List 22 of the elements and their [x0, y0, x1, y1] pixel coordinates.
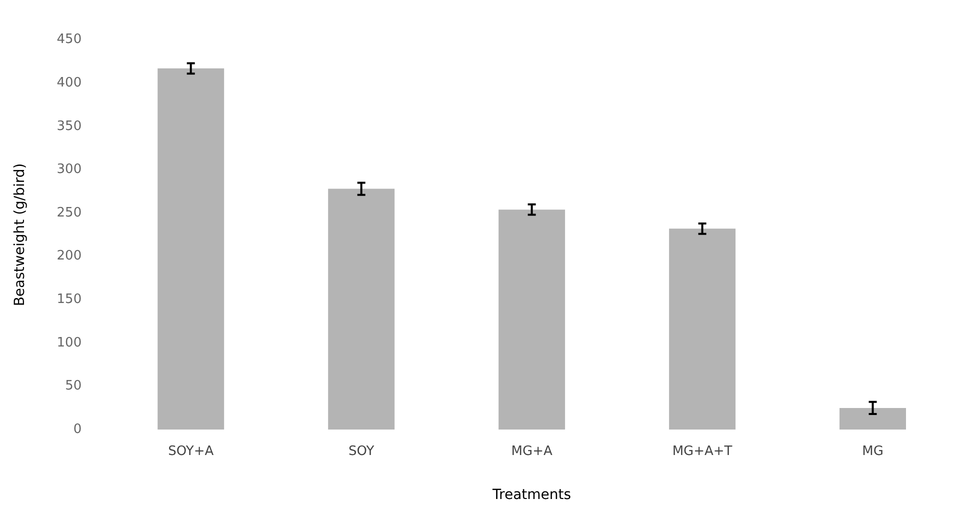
bar [158, 68, 224, 430]
x-tick-label: MG+A+T [672, 444, 732, 459]
bar [498, 210, 566, 430]
x-tick-label: SOY [348, 444, 374, 459]
y-tick-label: 400 [56, 75, 82, 90]
y-tick-label: 150 [56, 292, 82, 308]
y-tick-label: 50 [65, 378, 82, 394]
y-axis-title: Beastweight (g/bird) [12, 163, 28, 306]
x-axis-title: Treatments [492, 487, 572, 504]
y-tick-label: 450 [56, 32, 82, 48]
y-tick-label: 350 [56, 118, 82, 134]
y-tick-label: 100 [56, 335, 82, 350]
y-tick-label: 0 [73, 422, 82, 437]
x-tick-label: SOY+A [168, 444, 214, 459]
y-tick-label: 250 [56, 205, 82, 220]
x-tick-label: MG+A [511, 444, 552, 459]
bar [669, 228, 736, 430]
bar [328, 188, 395, 430]
bar [840, 408, 906, 430]
y-tick-label: 300 [56, 162, 82, 178]
x-tick-label: MG [862, 444, 884, 459]
y-tick-label: 200 [56, 248, 82, 264]
